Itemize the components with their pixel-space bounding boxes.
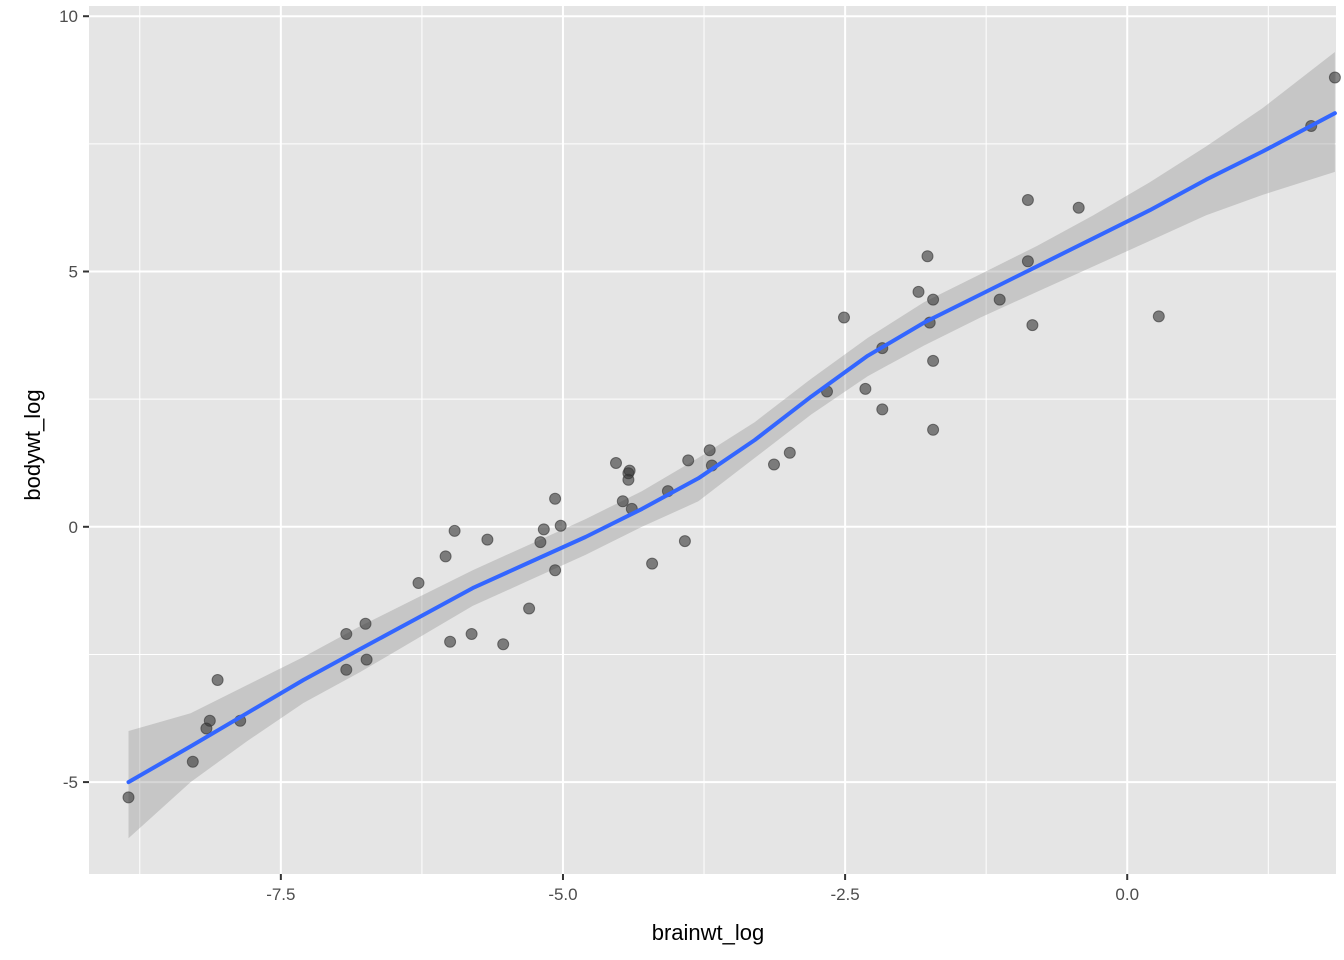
data-point (554, 519, 567, 532)
data-point (465, 628, 478, 640)
data-point (678, 535, 691, 548)
data-point (360, 653, 373, 666)
data-point (993, 293, 1006, 306)
major-gridlines (89, 6, 1336, 874)
x-axis-title: brainwt_log (652, 920, 765, 945)
y-tick-label: 0 (69, 518, 78, 537)
data-point (859, 382, 872, 395)
data-point (359, 617, 372, 630)
data-point (927, 423, 940, 436)
data-point (616, 495, 629, 508)
data-point (1021, 194, 1034, 206)
data-point (927, 354, 940, 367)
data-point (768, 458, 780, 471)
data-point (1152, 310, 1165, 323)
data-point (1072, 201, 1085, 214)
data-point (537, 523, 550, 536)
data-point (497, 638, 510, 651)
data-point (1026, 319, 1039, 332)
x-tick-label: -2.5 (830, 885, 859, 904)
data-point (912, 285, 925, 298)
y-axis-title: bodywt_log (20, 389, 45, 500)
data-point (211, 674, 224, 686)
plot-panel (89, 6, 1336, 874)
data-point (122, 791, 135, 804)
data-point (340, 628, 353, 640)
data-point (838, 311, 850, 324)
data-point (682, 454, 695, 467)
data-point (1328, 71, 1341, 84)
data-point (203, 714, 216, 727)
data-point (549, 492, 562, 505)
data-point (186, 755, 199, 768)
y-tick-label: 10 (59, 7, 78, 26)
data-point (876, 403, 889, 416)
data-point (549, 564, 562, 577)
data-point (623, 464, 636, 477)
data-point (646, 557, 659, 570)
x-tick-label: -7.5 (266, 885, 295, 904)
confidence-ribbon-layer (128, 52, 1335, 839)
data-point (340, 663, 353, 676)
smooth-line (126, 111, 1337, 785)
y-tick-label: -5 (63, 773, 78, 792)
x-tick-label: 0.0 (1115, 885, 1139, 904)
data-point (448, 524, 461, 537)
data-point (610, 457, 622, 469)
smooth-line-layer (126, 111, 1337, 785)
x-axis: -7.5 -5.0 -2.5 0.0 (266, 874, 1139, 904)
confidence-ribbon (128, 52, 1335, 839)
y-axis: -5 0 5 10 (59, 7, 89, 792)
data-point (1021, 255, 1034, 268)
x-tick-label: -5.0 (548, 885, 577, 904)
data-point (439, 550, 452, 563)
data-point (703, 444, 716, 457)
data-point (783, 446, 796, 459)
y-tick-label: 5 (69, 263, 78, 282)
data-point (412, 577, 425, 589)
data-point (444, 635, 457, 648)
data-point (927, 293, 940, 306)
data-point (921, 250, 934, 263)
data-point (534, 536, 547, 549)
data-point (523, 602, 536, 615)
data-point (481, 533, 494, 546)
